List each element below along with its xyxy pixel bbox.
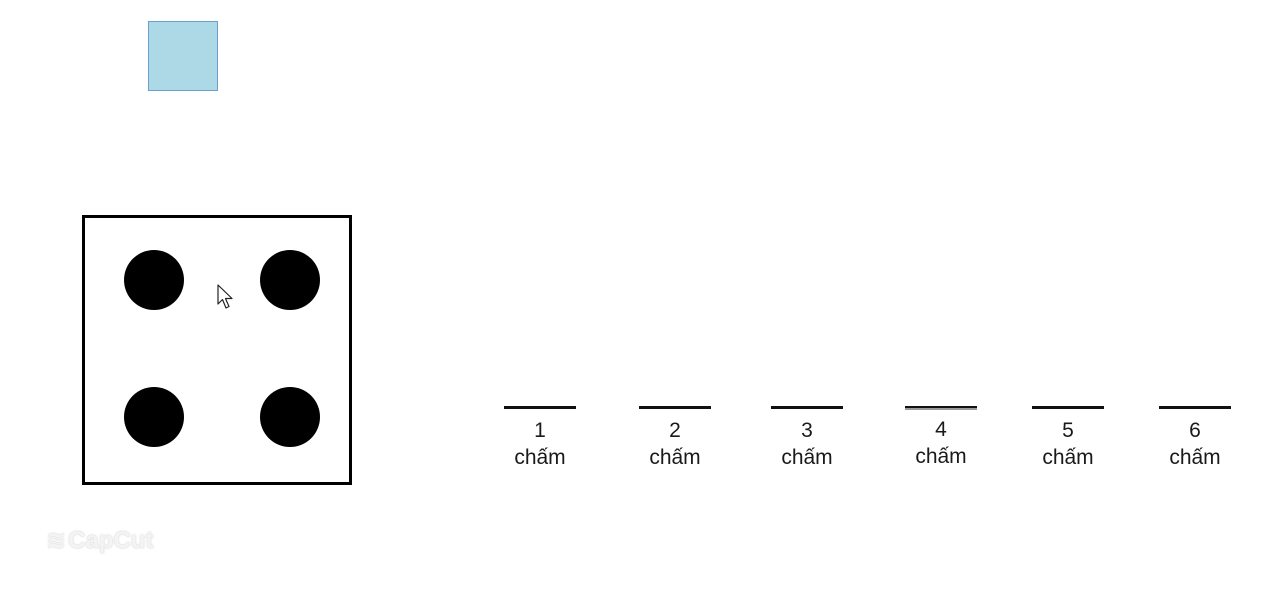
option-number: 5 [1062, 419, 1074, 442]
option-number: 2 [669, 419, 681, 442]
die-pip [124, 250, 184, 310]
capcut-watermark: ≋CapCut [46, 526, 153, 555]
die-pip [260, 387, 320, 447]
watermark-text: CapCut [68, 527, 154, 554]
die-pip [124, 387, 184, 447]
option-unit: chấm [915, 445, 967, 468]
option-unit: chấm [781, 446, 833, 469]
answer-option-1[interactable]: 1 chấm [504, 406, 576, 473]
answer-blank-line [771, 406, 843, 409]
option-unit: chấm [514, 446, 566, 469]
answer-option-6[interactable]: 6 chấm [1159, 406, 1231, 473]
option-number: 4 [935, 418, 947, 441]
answer-blank-line [905, 406, 977, 408]
die-face-four [82, 215, 352, 485]
option-number: 1 [534, 419, 546, 442]
answer-blank-line [1159, 406, 1231, 409]
answer-option-2[interactable]: 2 chấm [639, 406, 711, 473]
answer-blank-line [639, 406, 711, 409]
die-pip [260, 250, 320, 310]
answer-option-5[interactable]: 5 chấm [1032, 406, 1104, 473]
blue-square-shape[interactable] [148, 21, 218, 91]
capcut-logo-icon: ≋ [46, 527, 67, 554]
option-number: 3 [801, 419, 813, 442]
answer-option-3[interactable]: 3 chấm [771, 406, 843, 473]
option-number: 6 [1189, 419, 1201, 442]
answer-blank-line [504, 406, 576, 409]
answer-blank-line [1032, 406, 1104, 409]
option-unit: chấm [1169, 446, 1221, 469]
option-unit: chấm [649, 446, 701, 469]
answer-option-4[interactable]: 4 chấm [905, 406, 977, 472]
mouse-pointer-icon [217, 284, 233, 309]
option-unit: chấm [1042, 446, 1094, 469]
